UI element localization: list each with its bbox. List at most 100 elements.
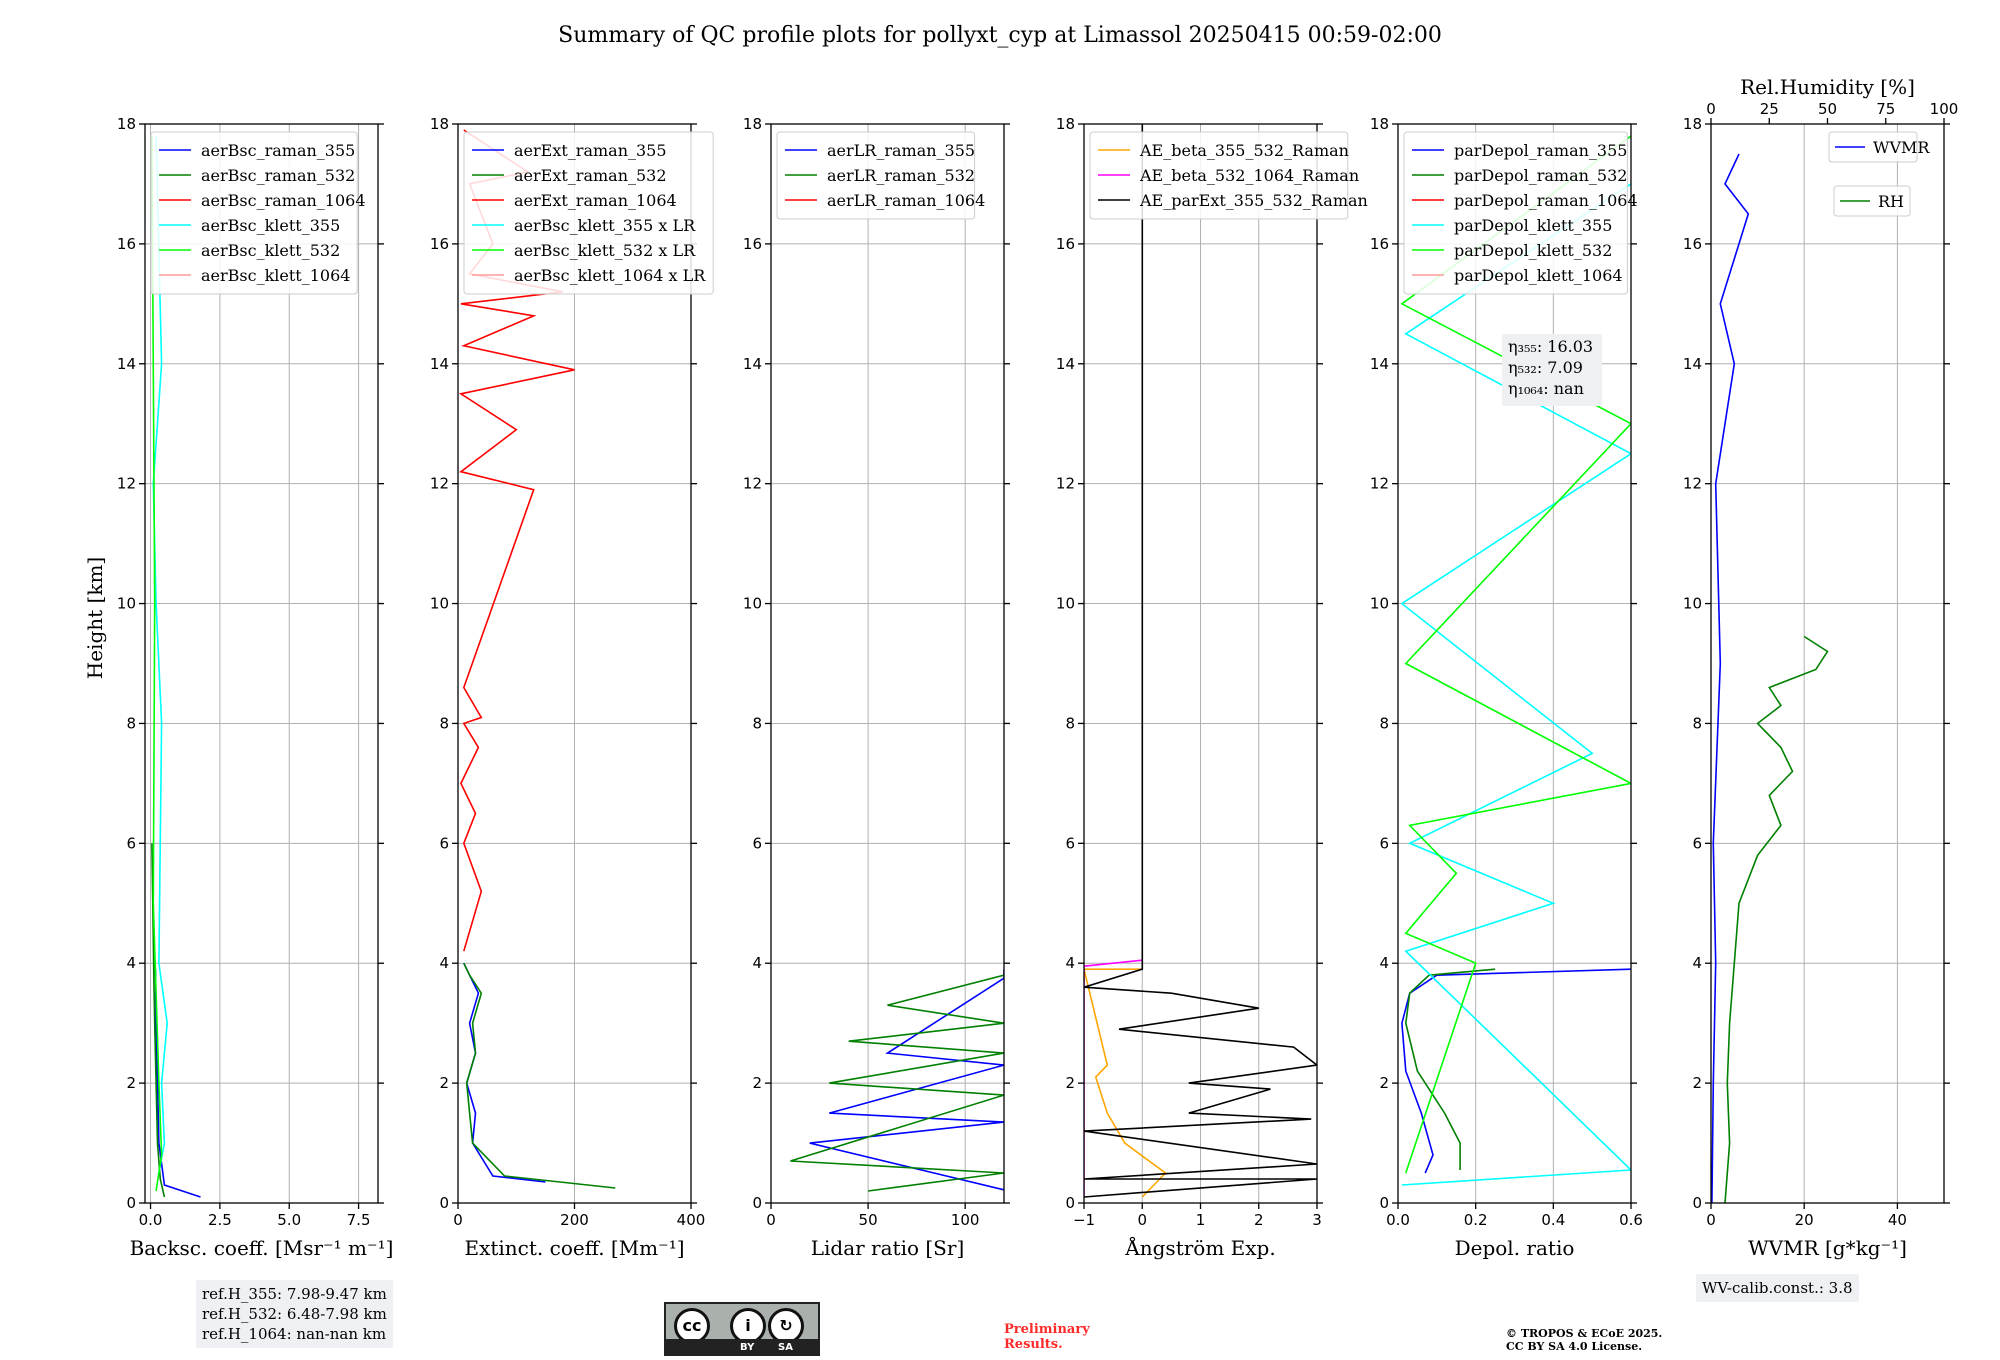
y-tick-label: 16 bbox=[1683, 235, 1702, 253]
legend-label: parDepol_klett_355 bbox=[1454, 216, 1612, 235]
y-tick-label: 12 bbox=[1370, 475, 1389, 493]
legend-label: parDepol_raman_355 bbox=[1454, 141, 1627, 160]
legend-label: parDepol_raman_532 bbox=[1454, 166, 1627, 185]
legend-label: aerBsc_raman_1064 bbox=[201, 191, 366, 210]
legend-label: aerBsc_klett_355 x LR bbox=[514, 216, 696, 235]
legend-label: aerLR_raman_532 bbox=[827, 166, 975, 185]
top-tick-label: 100 bbox=[1930, 100, 1959, 118]
x-tick-label: 0.0 bbox=[139, 1211, 163, 1229]
y-tick-label: 4 bbox=[752, 954, 762, 972]
x-tick-label: 3 bbox=[1312, 1211, 1322, 1229]
cc-license-badge: cc i ↻ BY SA bbox=[664, 1302, 820, 1356]
y-tick-label: 18 bbox=[743, 115, 762, 133]
copyright-note: © TROPOS & ECoE 2025. CC BY SA 4.0 Licen… bbox=[1506, 1327, 1662, 1353]
y-tick-label: 14 bbox=[1683, 355, 1702, 373]
top-tick-label: 50 bbox=[1818, 100, 1837, 118]
legend-label: aerBsc_klett_532 x LR bbox=[514, 241, 696, 260]
series-aerExt_raman_532 bbox=[463, 962, 616, 1189]
x-tick-label: 0 bbox=[766, 1211, 776, 1229]
figure-title: Summary of QC profile plots for pollyxt_… bbox=[558, 23, 1442, 48]
x-tick-label: 50 bbox=[859, 1211, 878, 1229]
y-tick-label: 10 bbox=[1370, 595, 1389, 613]
y-tick-label: 4 bbox=[1065, 954, 1075, 972]
x-tick-label: 0.6 bbox=[1619, 1211, 1643, 1229]
y-tick-label: 12 bbox=[743, 475, 762, 493]
series-WVMR bbox=[1711, 153, 1750, 1203]
x-tick-label: 0.2 bbox=[1464, 1211, 1488, 1229]
x-tick-label: 0.4 bbox=[1541, 1211, 1565, 1229]
y-tick-label: 18 bbox=[1370, 115, 1389, 133]
y-tick-label: 8 bbox=[126, 714, 136, 732]
panel-ext: 0 2 4 6 8 10 12 14 16 18 0 200 400 Extinct. coeff. [M… bbox=[430, 115, 714, 1260]
x-tick-label: 1 bbox=[1196, 1211, 1206, 1229]
y-tick-label: 6 bbox=[1379, 834, 1389, 852]
legend-label: aerBsc_raman_355 bbox=[201, 141, 355, 160]
series-AE_beta_532_1064_Raman bbox=[1084, 959, 1143, 1197]
series-aerLR_raman_532 bbox=[790, 974, 1004, 1192]
legend-label: aerBsc_klett_1064 bbox=[201, 266, 350, 285]
legend-label: aerLR_raman_355 bbox=[827, 141, 975, 160]
ref-height-532: ref.H_532: 6.48-7.98 km bbox=[202, 1305, 387, 1323]
y-tick-label: 18 bbox=[1056, 115, 1075, 133]
x-tick-label: 20 bbox=[1795, 1211, 1814, 1229]
y-tick-label: 12 bbox=[430, 475, 449, 493]
y-tick-label: 4 bbox=[1692, 954, 1702, 972]
legend-label: AE_parExt_355_532_Raman bbox=[1139, 191, 1368, 210]
series-AE_parExt_355_532_Raman bbox=[1084, 124, 1317, 1198]
x-axis-label: Lidar ratio [Sr] bbox=[811, 1236, 965, 1260]
series-parDepol_raman_532 bbox=[1404, 968, 1496, 1170]
panel-lr: 0 2 4 6 8 10 12 14 16 18 0 50 100 Lidar ratio [Sr] aer… bbox=[743, 115, 1010, 1260]
x-tick-label: 2.5 bbox=[208, 1211, 232, 1229]
y-tick-label: 14 bbox=[430, 355, 449, 373]
x-axis-label: Backsc. coeff. [Msr⁻¹ m⁻¹] bbox=[130, 1236, 394, 1260]
legend-label: WVMR bbox=[1873, 138, 1930, 157]
eta-box bbox=[1502, 334, 1602, 406]
y-tick-label: 2 bbox=[1379, 1074, 1389, 1092]
legend-box bbox=[463, 131, 714, 295]
y-tick-label: 10 bbox=[743, 595, 762, 613]
eta-label: η₁₀₆₄: nan bbox=[1508, 379, 1584, 398]
series-parDepol_raman_355 bbox=[1401, 968, 1631, 1174]
copyright-line-1: © TROPOS & ECoE 2025. bbox=[1506, 1327, 1663, 1340]
x-tick-label: 0 bbox=[1137, 1211, 1147, 1229]
y-tick-label: 12 bbox=[1683, 475, 1702, 493]
y-tick-label: 0 bbox=[752, 1194, 762, 1212]
legend-box bbox=[1403, 131, 1628, 295]
cc-sa-label: SA bbox=[778, 1342, 793, 1353]
y-tick-label: 6 bbox=[752, 834, 762, 852]
eta-label: η₅₃₂: 7.09 bbox=[1508, 358, 1583, 377]
preliminary-line-1: Preliminary bbox=[1004, 1322, 1090, 1337]
y-tick-label: 4 bbox=[439, 954, 449, 972]
cc-by-label: BY bbox=[740, 1342, 755, 1353]
preliminary-note: Preliminary Results. bbox=[1004, 1322, 1090, 1352]
series-RH bbox=[1724, 635, 1829, 1203]
top-tick-label: 75 bbox=[1876, 100, 1895, 118]
legend-label: aerLR_raman_1064 bbox=[827, 191, 985, 210]
y-tick-label: 0 bbox=[1065, 1194, 1075, 1212]
y-tick-label: 16 bbox=[743, 235, 762, 253]
y-tick-label: 4 bbox=[1379, 954, 1389, 972]
x-tick-label: 400 bbox=[677, 1211, 706, 1229]
wv-calib-text: WV-calib.const.: 3.8 bbox=[1702, 1279, 1853, 1297]
x-tick-label: 100 bbox=[951, 1211, 980, 1229]
x-axis-label: Extinct. coeff. [Mm⁻¹] bbox=[464, 1236, 684, 1260]
y-axis-label: Height [km] bbox=[83, 557, 107, 679]
series-aerBsc_raman_532 bbox=[151, 843, 166, 1198]
y-tick-label: 0 bbox=[1692, 1194, 1702, 1212]
legend-label: AE_beta_532_1064_Raman bbox=[1139, 166, 1359, 185]
y-tick-label: 16 bbox=[1370, 235, 1389, 253]
series-aerBsc_klett_532 bbox=[151, 135, 163, 1192]
y-tick-label: 8 bbox=[1065, 714, 1075, 732]
eta-label: η₃₅₅: 16.03 bbox=[1508, 337, 1593, 356]
y-tick-label: 6 bbox=[126, 834, 136, 852]
y-tick-label: 12 bbox=[1056, 475, 1075, 493]
y-tick-label: 12 bbox=[117, 475, 136, 493]
legend-label: parDepol_klett_1064 bbox=[1454, 266, 1623, 285]
legend-label: aerExt_raman_532 bbox=[514, 166, 667, 185]
ref-heights-box: ref.H_355: 7.98-9.47 km ref.H_532: 6.48-… bbox=[196, 1280, 393, 1348]
ref-height-1064: ref.H_1064: nan-nan km bbox=[202, 1325, 387, 1343]
legend-label: aerBsc_klett_532 bbox=[201, 241, 340, 260]
series-aerExt_raman_355 bbox=[463, 962, 546, 1183]
